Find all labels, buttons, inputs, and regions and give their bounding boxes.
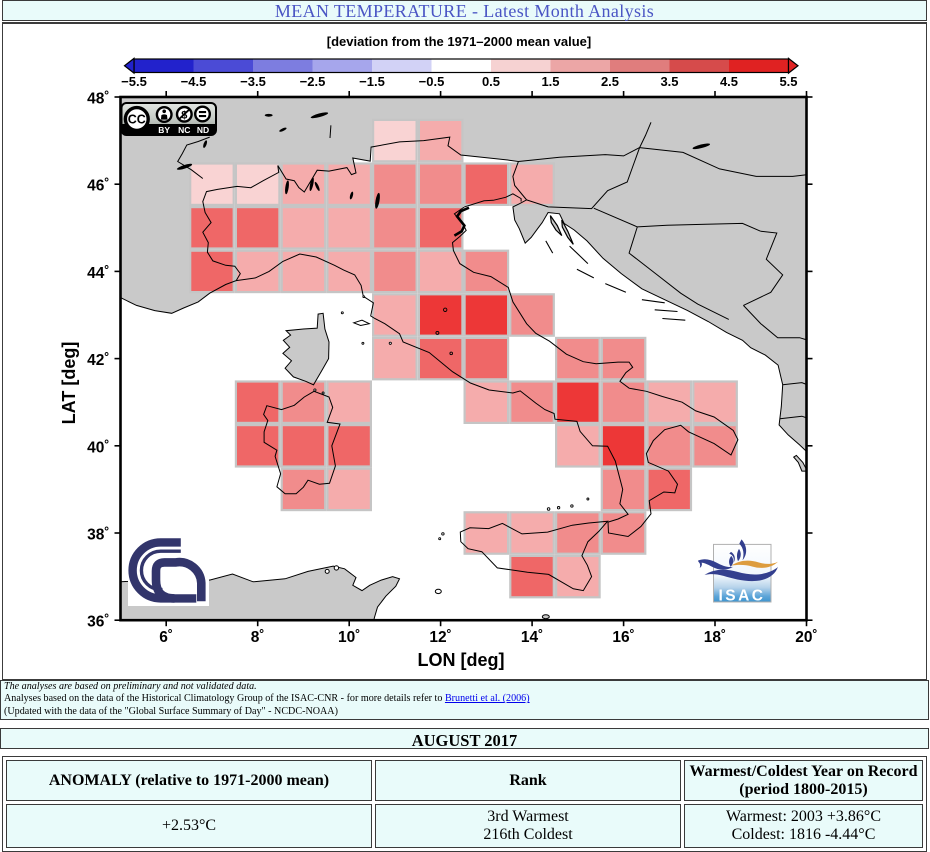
svg-text:1.5: 1.5 xyxy=(541,74,559,89)
svg-text:8˚: 8˚ xyxy=(250,629,264,646)
svg-text:6˚: 6˚ xyxy=(159,629,173,646)
svg-text:ISAC: ISAC xyxy=(718,587,765,604)
svg-text:48˚: 48˚ xyxy=(87,91,109,108)
svg-text:−1.5: −1.5 xyxy=(359,74,385,89)
svg-text:−5.5: −5.5 xyxy=(121,74,147,89)
svg-text:−4.5: −4.5 xyxy=(180,74,206,89)
svg-text:18˚: 18˚ xyxy=(703,629,725,646)
svg-text:0.5: 0.5 xyxy=(481,74,499,89)
svg-text:−2.5: −2.5 xyxy=(299,74,325,89)
svg-text:BY: BY xyxy=(158,125,170,135)
svg-text:2.5: 2.5 xyxy=(600,74,618,89)
svg-text:4.5: 4.5 xyxy=(719,74,737,89)
svg-text:42˚: 42˚ xyxy=(87,352,109,369)
svg-text:5.5: 5.5 xyxy=(779,74,797,89)
svg-text:12˚: 12˚ xyxy=(429,629,451,646)
svg-text:−3.5: −3.5 xyxy=(240,74,266,89)
svg-text:38˚: 38˚ xyxy=(87,527,109,544)
svg-text:14˚: 14˚ xyxy=(520,629,542,646)
svg-text:[deviation from the 1971–2000: [deviation from the 1971–2000 mean value… xyxy=(326,34,590,49)
svg-text:36˚: 36˚ xyxy=(87,614,109,631)
svg-text:NC: NC xyxy=(178,125,190,135)
svg-text:16˚: 16˚ xyxy=(612,629,634,646)
svg-text:46˚: 46˚ xyxy=(87,178,109,195)
svg-text:3.5: 3.5 xyxy=(660,74,678,89)
svg-text:20˚: 20˚ xyxy=(795,629,817,646)
svg-text:ND: ND xyxy=(196,125,208,135)
svg-text:10˚: 10˚ xyxy=(337,629,359,646)
svg-text:44˚: 44˚ xyxy=(87,265,109,282)
svg-text:−0.5: −0.5 xyxy=(418,74,444,89)
svg-text:LAT [deg]: LAT [deg] xyxy=(59,342,79,425)
svg-text:CC: CC xyxy=(127,113,145,127)
svg-text:LON [deg]: LON [deg] xyxy=(417,650,504,670)
svg-text:40˚: 40˚ xyxy=(87,439,109,456)
